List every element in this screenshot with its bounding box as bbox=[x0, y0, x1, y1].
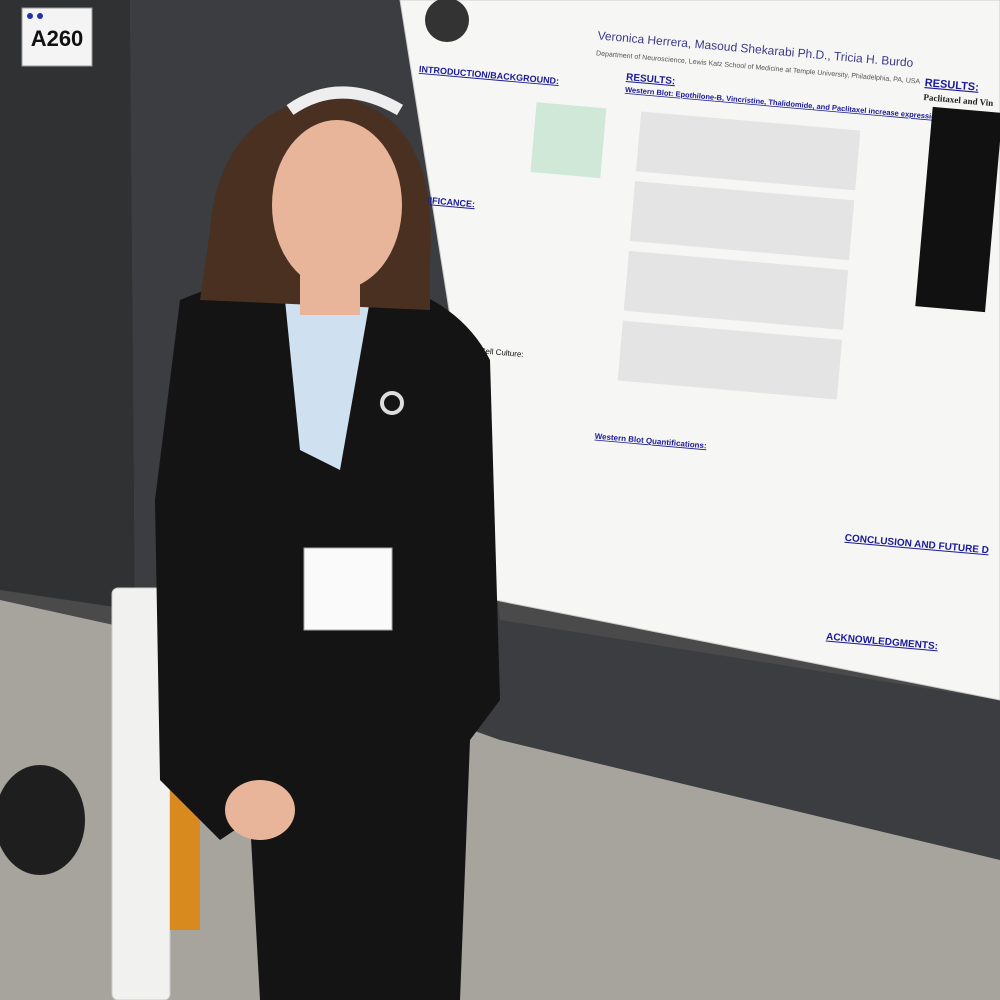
blot bbox=[617, 320, 843, 400]
booth-number: A260 bbox=[31, 26, 84, 51]
blot bbox=[635, 111, 861, 191]
blot bbox=[629, 181, 855, 261]
poster-logo bbox=[425, 0, 469, 42]
name-badge bbox=[303, 547, 393, 631]
section-heading: Cell Culture: bbox=[479, 346, 524, 359]
neck bbox=[300, 275, 360, 315]
brooch bbox=[380, 391, 404, 415]
face bbox=[272, 120, 402, 290]
section-heading: RESULTS: bbox=[626, 72, 676, 87]
board-left bbox=[0, 0, 135, 610]
micrograph bbox=[915, 106, 1000, 313]
sign-dot bbox=[27, 13, 33, 19]
booth-sign bbox=[21, 7, 93, 67]
section-heading: RESULTS: bbox=[924, 77, 979, 94]
headband bbox=[286, 86, 404, 116]
sign-dot bbox=[37, 13, 43, 19]
diagram bbox=[530, 102, 607, 179]
shirt bbox=[285, 300, 370, 470]
blot bbox=[623, 250, 849, 330]
bag bbox=[0, 765, 85, 875]
hand bbox=[225, 780, 295, 840]
